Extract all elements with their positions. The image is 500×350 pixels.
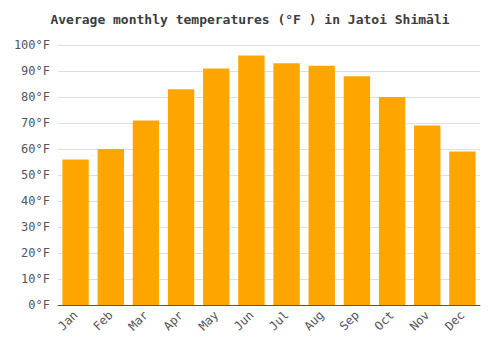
svg-text:Mar: Mar — [126, 308, 151, 333]
svg-text:80°F: 80°F — [21, 90, 50, 104]
svg-text:Sep: Sep — [337, 308, 362, 333]
svg-text:Aug: Aug — [301, 308, 326, 333]
svg-text:70°F: 70°F — [21, 116, 50, 130]
svg-text:Average monthly temperatures (: Average monthly temperatures (°F ) in Ja… — [50, 12, 449, 27]
svg-text:20°F: 20°F — [21, 246, 50, 260]
svg-text:Oct: Oct — [372, 308, 397, 333]
svg-text:90°F: 90°F — [21, 64, 50, 78]
svg-text:Dec: Dec — [442, 308, 467, 333]
svg-text:30°F: 30°F — [21, 220, 50, 234]
svg-text:Apr: Apr — [161, 308, 186, 333]
svg-text:Jan: Jan — [55, 308, 80, 333]
svg-text:10°F: 10°F — [21, 272, 50, 286]
svg-text:Jul: Jul — [266, 308, 291, 333]
svg-text:Nov: Nov — [407, 308, 432, 333]
svg-text:0°F: 0°F — [28, 298, 50, 312]
svg-text:100°F: 100°F — [14, 38, 50, 52]
svg-text:Jun: Jun — [231, 308, 256, 333]
svg-text:50°F: 50°F — [21, 168, 50, 182]
svg-text:60°F: 60°F — [21, 142, 50, 156]
svg-text:Feb: Feb — [90, 308, 115, 333]
svg-text:40°F: 40°F — [21, 194, 50, 208]
svg-text:May: May — [196, 308, 221, 333]
